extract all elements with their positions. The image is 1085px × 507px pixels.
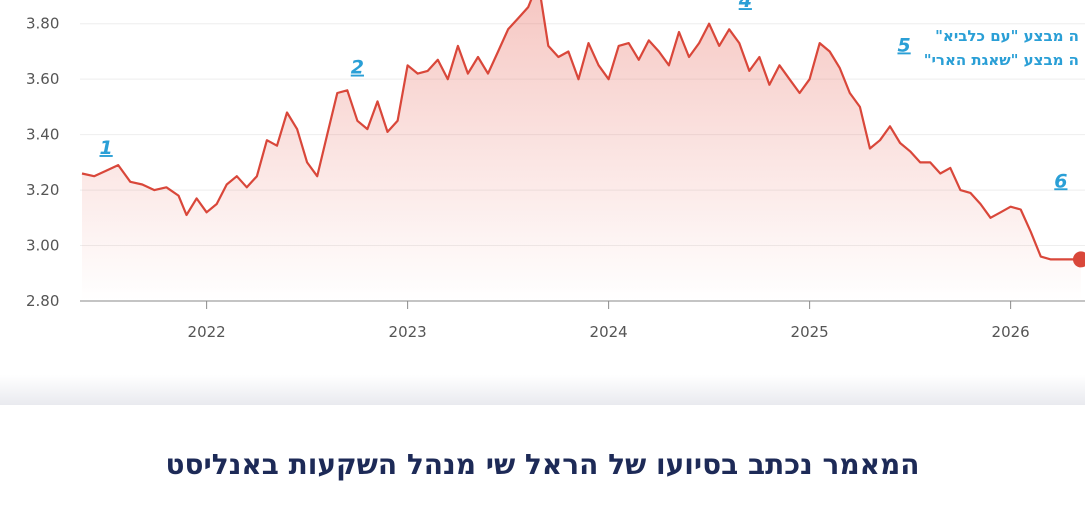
legend-line-shaagat-haari: ה מבצע "שאגת הארי" — [923, 51, 1079, 69]
y-tick-label: 3.60 — [26, 70, 59, 88]
y-tick-label: 3.00 — [26, 237, 59, 255]
price-line — [81, 0, 1081, 261]
legend-line-am-kelavi: ה מבצע "עם כלביא" — [935, 27, 1079, 45]
x-tick-label: 2025 — [791, 323, 829, 341]
x-tick-label: 2024 — [590, 323, 628, 341]
event-annotation-6: 6 — [1054, 170, 1067, 192]
event-annotation-5: 5 — [897, 34, 910, 56]
y-tick-label: 3.40 — [26, 126, 59, 144]
event-annotations: 123456 — [100, 0, 1068, 192]
price-area-fill — [82, 0, 1081, 301]
last-price-marker — [1072, 251, 1085, 268]
separator-band — [0, 375, 1085, 405]
y-axis-ticks: 3.80 3.60 3.40 3.20 3.00 2.80 — [26, 15, 59, 310]
x-tick-label: 2026 — [992, 323, 1030, 341]
x-tick-label: 2023 — [389, 323, 427, 341]
y-tick-label: 3.20 — [26, 181, 59, 199]
event-annotation-2: 2 — [351, 57, 364, 79]
y-tick-label: 3.80 — [26, 15, 59, 33]
x-tick-label: 2022 — [188, 323, 226, 341]
y-tick-label: 2.80 — [26, 292, 59, 310]
price-line-chart: 3.803.603.403.203.002.80 2022 2023 2024 202… — [26, 0, 1085, 341]
x-axis-ticks: 2022 2023 2024 2025 2026 — [188, 301, 1030, 341]
events-legend: . ה מבצע "עם כלביא" ה מבצע "שאגת הארי" — [924, 0, 1079, 72]
article-credit-caption: המאמר נכתב בסיועו של הראל שי מנהל השקעות… — [165, 448, 920, 481]
event-annotation-4: 4 — [738, 0, 752, 12]
event-annotation-1: 1 — [100, 137, 113, 159]
